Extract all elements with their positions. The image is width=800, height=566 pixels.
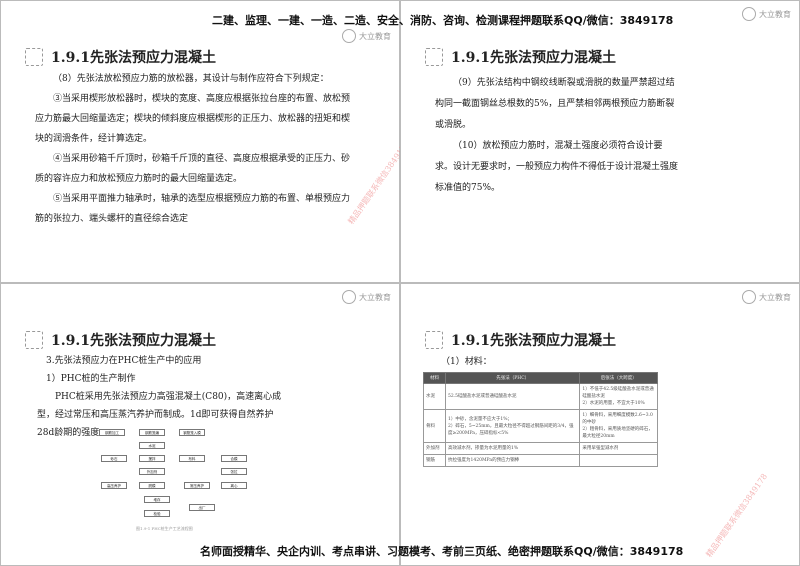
flow-box: 外加剂 xyxy=(139,468,165,475)
paragraph: 3.先张法预应力在PHC桩生产中的应用 xyxy=(46,356,202,366)
table-cell: 1）中砂，含泥量不应大于1%； 2）碎石，5~25mm，且最大粒径不得超过钢筋间… xyxy=(444,409,581,443)
title-text: 1.9.1先张法预应力混凝土 xyxy=(51,333,216,349)
logo-text: 大立教育 xyxy=(759,9,791,19)
slide-title: 1.9.1先张法预应力混凝土 xyxy=(25,330,216,350)
flow-box: 堆存 xyxy=(144,496,170,503)
intro-text: （1）材料： xyxy=(441,357,492,367)
watermark: 精品押题联系微信3849178 xyxy=(704,472,770,559)
logo: 大立教育 xyxy=(342,290,391,304)
flow-box: 合模 xyxy=(221,455,247,462)
flow-box: 张拉 xyxy=(221,468,247,475)
table-row: 骨料 1）中砂，含泥量不应大于1%； 2）碎石，5~25mm，且最大粒径不得超过钢… xyxy=(423,409,658,443)
title-text: 1.9.1先张法预应力混凝土 xyxy=(451,50,616,66)
logo: 大立教育 xyxy=(342,29,391,43)
flow-box: 脱模 xyxy=(139,482,165,489)
table-cell: 水泥 xyxy=(423,383,446,410)
footer-banner: 名师面授精华、央企内训、考点串讲、习题模考、考前三页纸、绝密押题联系QQ/微信：… xyxy=(200,545,684,558)
slide-3: 大立教育 1.9.1先张法预应力混凝土 3.先张法预应力在PHC桩生产中的应用 … xyxy=(0,283,400,566)
flow-box: 离心 xyxy=(221,482,247,489)
table-header: 后张法（大跨度） xyxy=(579,372,658,384)
notebook-icon xyxy=(25,331,43,349)
table-cell: 钢筋 xyxy=(423,454,446,467)
logo-icon xyxy=(742,7,756,21)
slide-4: 大立教育 1.9.1先张法预应力混凝土 （1）材料： 材料 先张法（PHC） 后… xyxy=(400,283,800,566)
flow-box: 钢筋笼编 xyxy=(139,429,165,436)
title-text: 1.9.1先张法预应力混凝土 xyxy=(451,333,616,349)
logo-icon xyxy=(742,290,756,304)
table-row: 钢筋 抗拉强度为1420MPa的预应力钢棒 xyxy=(423,454,658,467)
flow-box: 检验 xyxy=(144,510,170,517)
logo-text: 大立教育 xyxy=(359,31,391,41)
slide-title: 1.9.1先张法预应力混凝土 xyxy=(425,47,616,67)
slide-2: 大立教育 1.9.1先张法预应力混凝土 （9）先张法结构中钢绞线断裂或滑脱的数量… xyxy=(400,0,800,283)
flow-box: 搅拌 xyxy=(139,455,165,462)
table-cell: 抗拉强度为1420MPa的预应力钢棒 xyxy=(444,454,581,467)
paragraph: （9）先张法结构中钢绞线断裂或滑脱的数量严禁超过结构同一截面钢丝总根数的5%，且… xyxy=(435,78,675,130)
notebook-icon xyxy=(25,48,43,66)
flow-box: 常压养护 xyxy=(184,482,210,489)
table-cell: 外加剂 xyxy=(423,442,446,455)
table-cell: 1）细骨料，采用细度模数2.6~3.0的中砂 2）粗骨料，采用质地坚硬的碎石，最… xyxy=(579,409,658,443)
paragraph: ⑤当采用平面推力轴承时，轴承的选型应根据预应力筋的布置、单根预应力筋的张拉力、端… xyxy=(35,194,351,224)
table-cell xyxy=(579,454,658,467)
table-row: 外加剂 高效减水剂，掺量为水泥用量的1% 采用早强型减水剂 xyxy=(423,442,658,455)
paragraph: （8）先张法放松预应力筋的放松器，其设计与制作应符合下列规定： xyxy=(53,74,329,84)
flow-box: 出厂 xyxy=(189,504,215,511)
logo-icon xyxy=(342,290,356,304)
logo: 大立教育 xyxy=(742,290,791,304)
flow-box: 水泥 xyxy=(139,442,165,449)
table-header: 材料 xyxy=(423,372,446,384)
header-banner: 二建、监理、一建、一造、二造、安全、消防、咨询、检测课程押题联系QQ/微信：38… xyxy=(212,14,674,27)
title-text: 1.9.1先张法预应力混凝土 xyxy=(51,50,216,66)
table-row: 水泥 52.5硅酸盐水泥或普通硅酸盐水泥 1）不低于42.5级硅酸盐水泥或普通硅酸盐… xyxy=(423,383,658,410)
table-cell: 骨料 xyxy=(423,409,446,443)
logo-text: 大立教育 xyxy=(359,292,391,302)
logo: 大立教育 xyxy=(742,7,791,21)
notebook-icon xyxy=(425,331,443,349)
flowchart: 钢筋加工 钢筋笼编 钢筋笼入模水泥砂石 搅拌 布料 合模外加剂 张拉高压养护 脱模 常压养护 离心… xyxy=(89,424,249,524)
notebook-icon xyxy=(425,48,443,66)
slide-title: 1.9.1先张法预应力混凝土 xyxy=(25,47,216,67)
flow-box: 钢筋笼入模 xyxy=(179,429,205,436)
logo-icon xyxy=(342,29,356,43)
logo-text: 大立教育 xyxy=(759,292,791,302)
flow-box: 砂石 xyxy=(101,455,127,462)
paragraph: ④当采用砂箱千斤顶时，砂箱千斤顶的直径、高度应根据承受的正压力、砂质的容许应力和… xyxy=(35,154,351,184)
slide-title: 1.9.1先张法预应力混凝土 xyxy=(425,330,616,350)
materials-table: 材料 先张法（PHC） 后张法（大跨度） 水泥 52.5硅酸盐水泥或普通硅酸盐水泥… xyxy=(423,372,658,467)
table-cell: 52.5硅酸盐水泥或普通硅酸盐水泥 xyxy=(444,383,581,410)
paragraph: 1）PHC桩的生产制作 xyxy=(46,374,136,384)
flow-box: 布料 xyxy=(179,455,205,462)
paragraph: （10）放松预应力筋时，混凝土强度必须符合设计要求。设计无要求时，一般预应力构件… xyxy=(435,141,679,193)
paragraph: ③当采用楔形放松器时，楔块的宽度、高度应根据张拉台座的布置、放松预应力筋最大回缩… xyxy=(35,94,351,144)
table-cell: 高效减水剂，掺量为水泥用量的1% xyxy=(444,442,581,455)
flow-box: 钢筋加工 xyxy=(99,429,125,436)
flow-box: 高压养护 xyxy=(101,482,127,489)
table-cell: 1）不低于42.5级硅酸盐水泥或普通硅酸盐水泥 2）水泥的用量，不宜大于10% xyxy=(579,383,658,410)
table-cell: 采用早强型减水剂 xyxy=(579,442,658,455)
paragraph: PHC桩采用先张法预应力高强混凝土(C80)，高速离心成型，经过常压和高压蒸汽养… xyxy=(37,392,282,438)
table-header: 先张法（PHC） xyxy=(444,372,581,384)
slide-1: 大立教育 1.9.1先张法预应力混凝土 （8）先张法放松预应力筋的放松器，其设计… xyxy=(0,0,411,283)
figure-caption: 图1.9-1 PHC桩生产工艺流程图 xyxy=(136,526,193,531)
